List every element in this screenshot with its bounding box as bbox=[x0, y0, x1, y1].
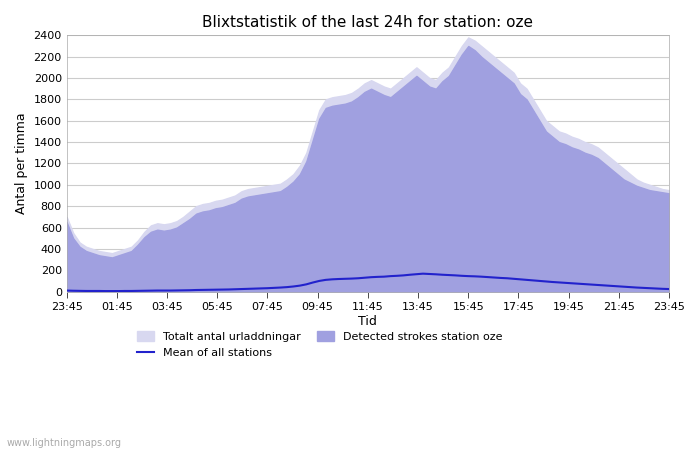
X-axis label: Tid: Tid bbox=[358, 315, 377, 328]
Text: www.lightningmaps.org: www.lightningmaps.org bbox=[7, 437, 122, 447]
Legend: Totalt antal urladdningar, Mean of all stations, Detected strokes station oze: Totalt antal urladdningar, Mean of all s… bbox=[133, 327, 507, 363]
Title: Blixtstatistik of the last 24h for station: oze: Blixtstatistik of the last 24h for stati… bbox=[202, 15, 533, 30]
Y-axis label: Antal per timma: Antal per timma bbox=[15, 112, 28, 214]
